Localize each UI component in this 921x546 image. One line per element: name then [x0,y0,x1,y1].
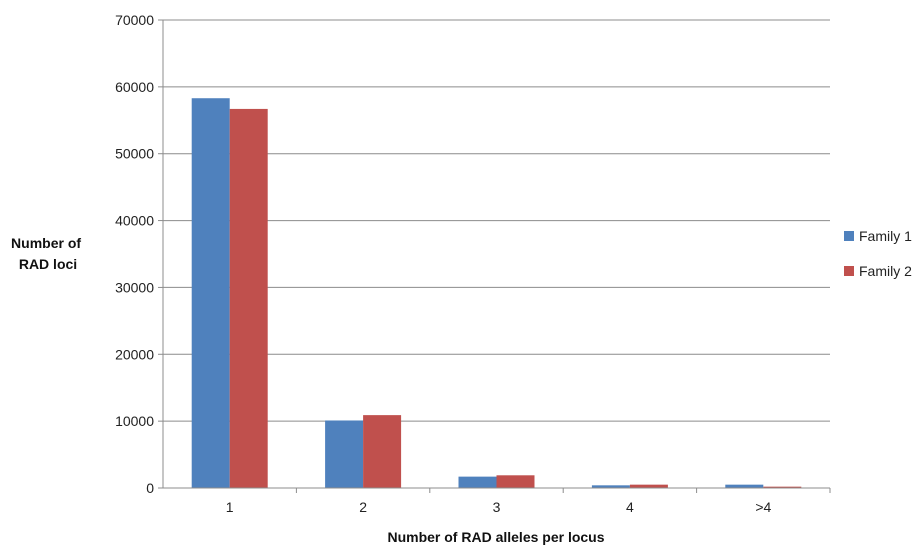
legend-label-family-2: Family 2 [859,263,912,279]
y-axis-title-line-2: RAD loci [19,256,77,272]
gridlines [158,19,831,493]
y-tick-label-30000: 30000 [115,279,154,295]
bar-family-2-cat-5 [763,486,802,488]
y-tick-label-0: 0 [146,480,154,496]
bar-family-1-cat-1 [191,98,230,489]
bar-family-2-cat-4 [629,484,668,488]
legend-label-family-1: Family 1 [859,228,912,244]
y-tick-label-50000: 50000 [115,146,154,162]
x-tick-label-2: 2 [359,499,367,515]
bar-family-1-cat-5 [725,484,764,488]
y-tick-labels: 0 10000 20000 30000 40000 50000 60000 70000 [115,12,154,496]
bar-family-1-cat-3 [458,476,497,488]
x-tick-label-4: 4 [626,499,634,515]
y-axis-title-line-1: Number of [11,235,81,251]
x-tick-label-5: >4 [755,499,771,515]
x-tick-labels: 1 2 3 4 >4 [226,499,772,515]
x-tick-label-1: 1 [226,499,234,515]
y-tick-label-70000: 70000 [115,12,154,28]
y-tick-label-60000: 60000 [115,79,154,95]
bars [191,98,802,489]
bar-family-2-cat-2 [363,415,402,488]
legend-swatch-family-2 [844,266,854,276]
x-tick-label-3: 3 [493,499,501,515]
y-axis-title: Number of RAD loci [11,235,85,272]
y-tick-label-40000: 40000 [115,213,154,229]
y-tick-label-10000: 10000 [115,413,154,429]
y-tick-label-20000: 20000 [115,346,154,362]
axes [162,20,830,489]
bar-family-1-cat-4 [591,485,630,488]
bar-family-2-cat-3 [496,475,535,488]
legend: Family 1 Family 2 [844,228,912,279]
bar-family-1-cat-2 [325,420,364,488]
bar-family-2-cat-1 [229,108,268,489]
x-axis-title: Number of RAD alleles per locus [387,529,604,545]
legend-swatch-family-1 [844,231,854,241]
